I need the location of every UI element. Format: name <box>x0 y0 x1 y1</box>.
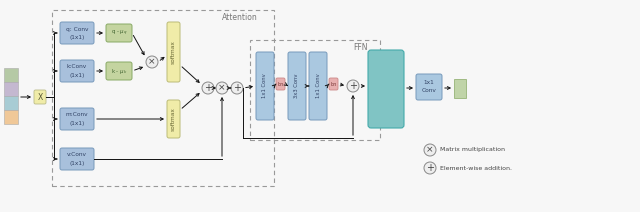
FancyBboxPatch shape <box>416 74 442 100</box>
Circle shape <box>146 56 158 68</box>
Circle shape <box>347 80 359 92</box>
Circle shape <box>202 82 214 94</box>
Bar <box>52 10 274 186</box>
Text: bn: bn <box>277 81 284 86</box>
Text: (1x1): (1x1) <box>69 120 84 126</box>
Text: softmax: softmax <box>171 107 176 131</box>
Text: k:Conv: k:Conv <box>67 64 87 70</box>
Bar <box>454 79 466 98</box>
Text: v:Conv: v:Conv <box>67 152 87 158</box>
Text: Attention: Attention <box>222 13 258 21</box>
FancyBboxPatch shape <box>167 22 180 82</box>
Text: +: + <box>426 163 434 173</box>
FancyBboxPatch shape <box>106 24 132 42</box>
Text: ×: × <box>148 57 156 67</box>
FancyBboxPatch shape <box>309 52 327 120</box>
Text: 1x1: 1x1 <box>424 81 435 85</box>
Bar <box>4 82 18 95</box>
Text: Matrix multiplication: Matrix multiplication <box>440 148 505 152</box>
Bar <box>4 110 18 124</box>
Text: bn: bn <box>330 81 337 86</box>
FancyBboxPatch shape <box>60 22 94 44</box>
Text: (1x1): (1x1) <box>69 35 84 39</box>
Text: (1x1): (1x1) <box>69 73 84 78</box>
Circle shape <box>424 144 436 156</box>
Text: X: X <box>37 92 43 102</box>
Text: k - $\mu_k$: k - $\mu_k$ <box>111 67 127 75</box>
Bar <box>250 40 380 140</box>
FancyBboxPatch shape <box>34 90 46 104</box>
Text: m:Conv: m:Conv <box>66 113 88 117</box>
Bar <box>4 96 18 110</box>
FancyBboxPatch shape <box>329 78 338 90</box>
FancyBboxPatch shape <box>60 148 94 170</box>
Text: q: Conv: q: Conv <box>66 26 88 32</box>
Text: 1x1 Conv: 1x1 Conv <box>316 74 321 98</box>
FancyBboxPatch shape <box>288 52 306 120</box>
FancyBboxPatch shape <box>60 60 94 82</box>
Bar <box>4 68 18 81</box>
Text: FFN: FFN <box>353 43 368 53</box>
Text: 3x3 Conv: 3x3 Conv <box>294 74 300 98</box>
Text: 1x1 Conv: 1x1 Conv <box>262 74 268 98</box>
Text: q - $\mu_q$: q - $\mu_q$ <box>111 28 127 38</box>
FancyBboxPatch shape <box>60 108 94 130</box>
Text: Conv: Conv <box>422 88 436 93</box>
Circle shape <box>424 162 436 174</box>
Text: (1x1): (1x1) <box>69 160 84 166</box>
Text: ×: × <box>218 84 226 92</box>
Text: ×: × <box>426 145 434 155</box>
Text: softmax: softmax <box>171 40 176 64</box>
FancyBboxPatch shape <box>106 62 132 80</box>
Text: +: + <box>349 81 357 91</box>
FancyBboxPatch shape <box>256 52 274 120</box>
FancyBboxPatch shape <box>368 50 404 128</box>
Circle shape <box>231 82 243 94</box>
FancyBboxPatch shape <box>276 78 285 90</box>
Text: +: + <box>233 83 241 93</box>
FancyBboxPatch shape <box>167 100 180 138</box>
Text: Element-wise addition.: Element-wise addition. <box>440 166 512 170</box>
Text: +: + <box>204 83 212 93</box>
Circle shape <box>216 82 228 94</box>
